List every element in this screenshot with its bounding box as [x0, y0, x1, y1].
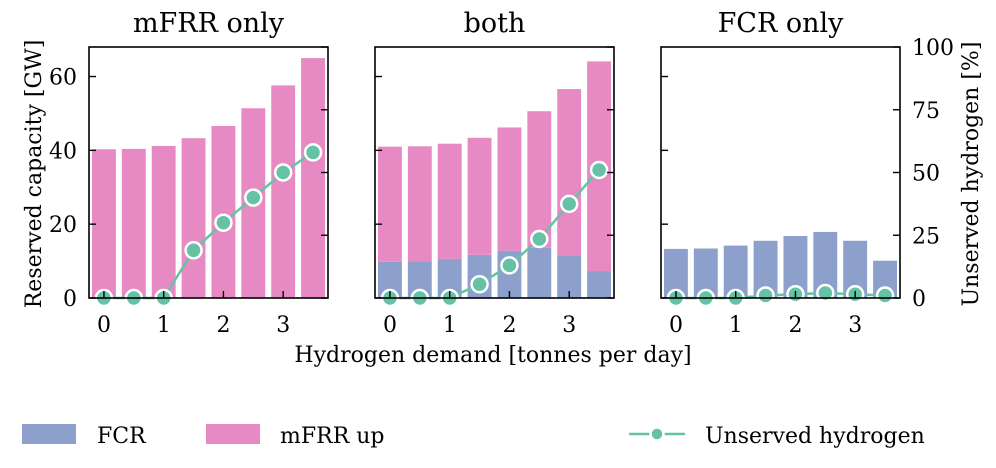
y-tick-label-right: 0	[912, 287, 926, 312]
x-tick-label: 3	[276, 313, 290, 338]
bar-fcr	[753, 240, 778, 298]
y-tick-label-right: 100	[912, 36, 954, 61]
x-tick-label: 1	[443, 313, 457, 338]
y-tick-label-left: 0	[63, 287, 77, 312]
bar-mfrr-up	[407, 146, 432, 262]
legend-swatch-mfrr-up	[206, 424, 260, 444]
marker-unserved-hydrogen	[500, 256, 519, 275]
bar-fcr	[783, 235, 808, 298]
x-tick-label: 0	[669, 313, 683, 338]
x-tick-label: 3	[848, 313, 862, 338]
bar-mfrr-up	[437, 143, 462, 259]
left-y-axis-label: Reserved capacity [GW]	[22, 40, 47, 309]
bar-mfrr-up	[151, 145, 176, 298]
marker-unserved-hydrogen	[589, 160, 609, 180]
subplot-fcr-only: FCR only 0 1 2 3 0 25 50 75 100	[660, 8, 954, 338]
y-tick-label-right: 50	[912, 162, 940, 187]
bar-fcr	[437, 258, 462, 298]
bar-mfrr-up	[301, 58, 326, 298]
y-tick-label-left: 60	[49, 66, 77, 91]
bar-mfrr-up	[181, 138, 206, 298]
bar-mfrr-up	[467, 137, 492, 255]
x-tick-label: 2	[502, 313, 516, 338]
bar-fcr	[527, 247, 552, 298]
marker-unserved-hydrogen	[756, 286, 775, 305]
legend-item-mfrr-up[interactable]: mFRR up	[206, 424, 385, 449]
marker-unserved-hydrogen	[530, 229, 549, 249]
subplot-title: mFRR only	[133, 8, 285, 39]
subplot-title: FCR only	[718, 8, 845, 39]
legend-item-fcr[interactable]: FCR	[22, 424, 147, 449]
legend-label-unserved-hydrogen: Unserved hydrogen	[705, 424, 925, 449]
x-tick-label: 0	[383, 313, 397, 338]
legend-label-mfrr-up: mFRR up	[280, 424, 385, 449]
x-axis-label: Hydrogen demand [tonnes per day]	[294, 343, 691, 368]
bar-mfrr-up	[211, 125, 236, 298]
bar-fcr	[693, 248, 718, 298]
legend-swatch-fcr	[22, 424, 76, 444]
bar-fcr	[843, 240, 868, 298]
y-tick-label-left: 20	[49, 213, 77, 238]
legend-item-unserved-hydrogen[interactable]: Unserved hydrogen	[629, 424, 925, 449]
x-tick-label: 2	[216, 313, 230, 338]
marker-unserved-hydrogen	[875, 286, 895, 305]
subplot-both: both 0 1 2 3	[374, 8, 615, 338]
x-tick-label: 1	[729, 313, 743, 338]
x-tick-label: 2	[788, 313, 802, 338]
x-tick-label: 0	[97, 313, 111, 338]
marker-unserved-hydrogen	[214, 213, 233, 232]
legend: FCR mFRR up Unserved hydrogen	[22, 424, 925, 449]
marker-unserved-hydrogen	[273, 163, 293, 182]
marker-unserved-hydrogen	[184, 241, 203, 260]
subplot-title: both	[464, 8, 526, 39]
panels: mFRR only 0 1 2 3 0 20 40 60 both 0 1 2 3 FCR only 0 1 2 3…	[49, 8, 954, 338]
x-tick-label: 1	[157, 313, 171, 338]
bar-mfrr-up	[557, 89, 582, 256]
right-y-axis-label: Unserved hydrogen [%]	[959, 42, 984, 307]
bar-fcr	[377, 261, 402, 298]
marker-unserved-hydrogen	[559, 194, 579, 214]
y-tick-label-right: 25	[912, 224, 940, 249]
marker-unserved-hydrogen	[244, 188, 263, 207]
subplot-mfrr-only: mFRR only 0 1 2 3 0 20 40 60	[49, 8, 329, 338]
y-tick-label-left: 40	[49, 139, 77, 164]
marker-unserved-hydrogen	[303, 143, 323, 162]
bar-mfrr-up	[497, 127, 522, 251]
bar-fcr	[723, 245, 748, 298]
bar-fcr	[407, 261, 432, 298]
legend-swatch-unserved-hydrogen-marker	[649, 426, 665, 442]
bar-mfrr-up	[527, 111, 552, 248]
marker-unserved-hydrogen	[470, 274, 489, 294]
marker-unserved-hydrogen	[816, 283, 835, 303]
bar-fcr	[663, 248, 688, 298]
bar-mfrr-up	[377, 146, 402, 262]
y-tick-label-right: 75	[912, 99, 940, 124]
legend-label-fcr: FCR	[97, 424, 147, 449]
bar-fcr	[813, 231, 838, 298]
bar-mfrr-up	[271, 85, 296, 298]
bar-fcr	[587, 271, 612, 298]
x-tick-label: 3	[562, 313, 576, 338]
bar-mfrr-up	[121, 148, 146, 298]
bar-mfrr-up	[91, 149, 116, 298]
bar-fcr	[557, 255, 582, 298]
